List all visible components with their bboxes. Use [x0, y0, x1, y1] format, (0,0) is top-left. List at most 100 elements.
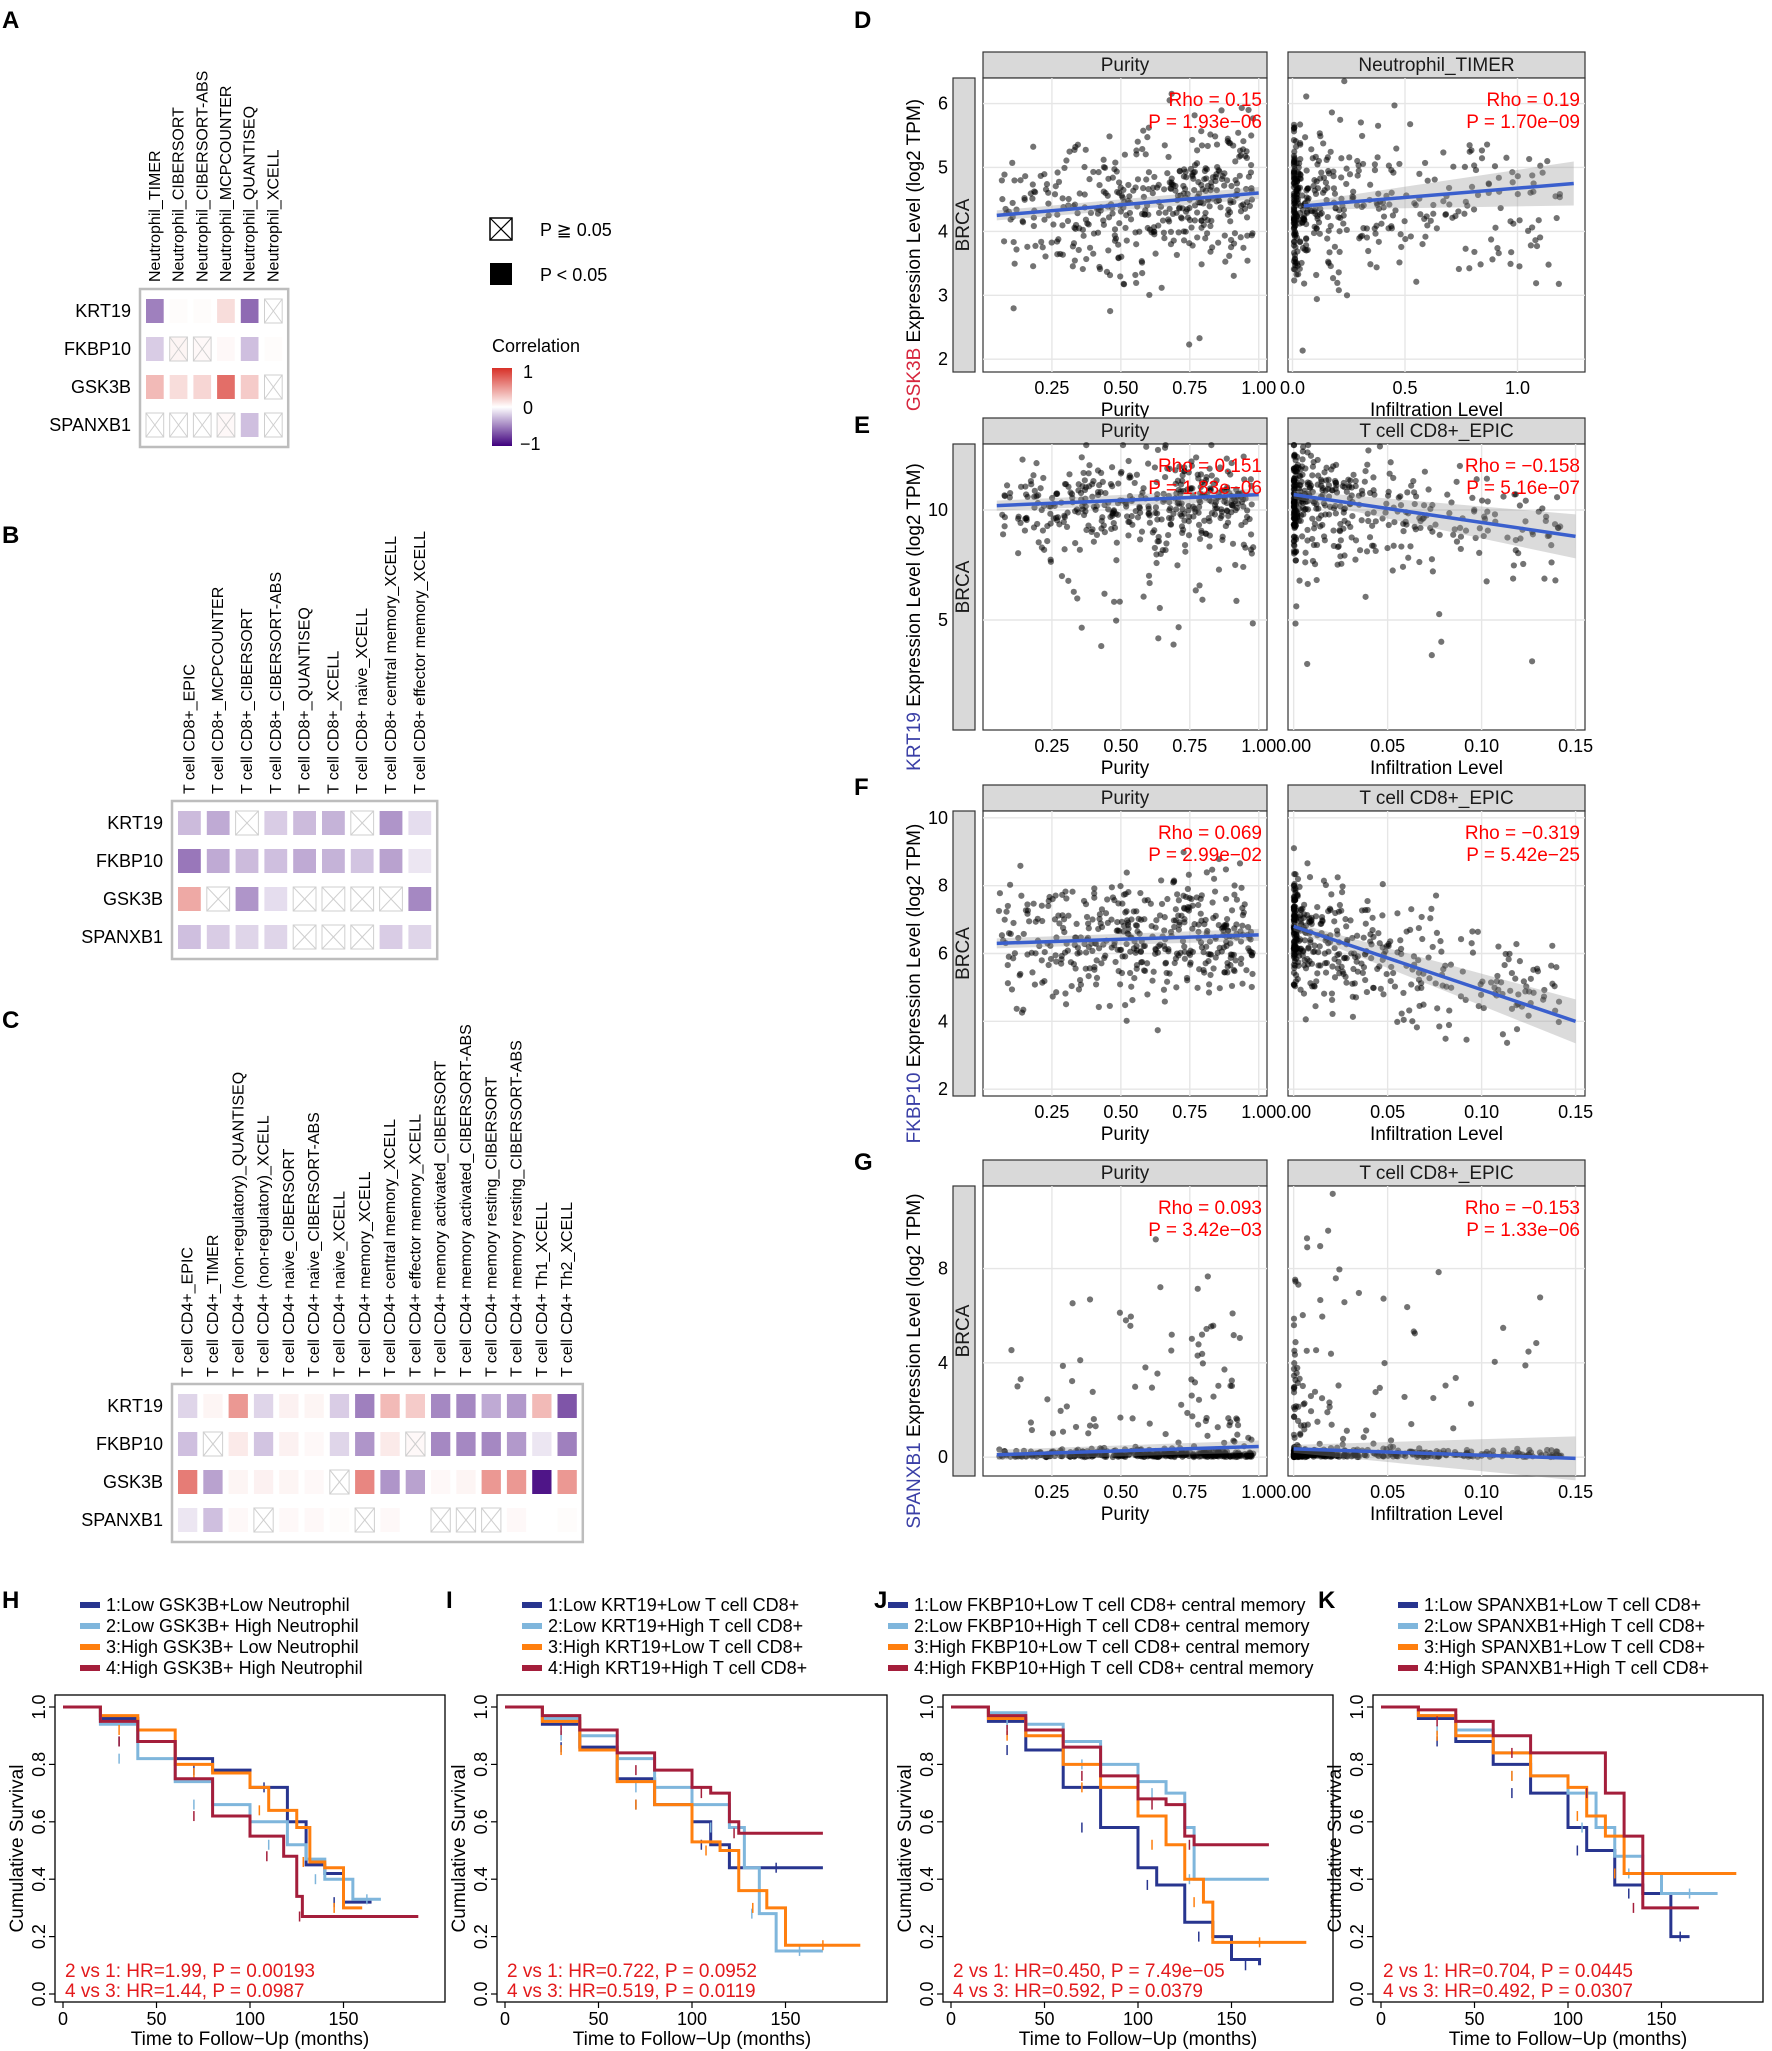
- scatter-point: [1204, 928, 1211, 935]
- scatter-point: [1478, 155, 1486, 162]
- scatter-point: [1299, 952, 1306, 959]
- nonsig-cell-box: [354, 1507, 375, 1533]
- scatter-point: [1133, 908, 1140, 915]
- scatter-point: [1033, 460, 1040, 467]
- scatter-point: [1291, 266, 1298, 273]
- scatter-point: [1303, 1235, 1311, 1242]
- km-x-tick-label: 150: [1216, 2009, 1246, 2029]
- scatter-point: [1082, 146, 1089, 153]
- panel-label-J: J: [874, 1587, 887, 1614]
- scatter-point: [1371, 225, 1378, 232]
- scatter-point: [1001, 523, 1008, 530]
- scatter-point: [1292, 620, 1299, 627]
- scatter-point: [1391, 983, 1399, 990]
- scatter-point: [1540, 993, 1548, 1000]
- scatter-point: [1425, 486, 1432, 493]
- nonsig-cell-cross: [169, 336, 188, 362]
- scatter-point: [1074, 141, 1081, 148]
- scatter-point: [1228, 907, 1236, 914]
- scatter-point: [1207, 222, 1214, 230]
- scatter-point: [1221, 182, 1228, 189]
- heatmap-cell: [264, 337, 283, 361]
- scatter-point: [1007, 489, 1014, 497]
- scatter-point: [1081, 163, 1088, 171]
- regression-line: [1293, 924, 1577, 1024]
- scatter-point: [1525, 227, 1532, 234]
- scatter-point: [1343, 226, 1350, 234]
- heatmap-row-label: FKBP10: [96, 851, 163, 871]
- scatter-point: [1308, 146, 1315, 153]
- scatter-point: [1296, 265, 1303, 272]
- scatter-point: [1202, 960, 1209, 967]
- scatter-point: [1520, 560, 1527, 568]
- scatter-point: [1020, 930, 1027, 938]
- scatter-point: [1133, 241, 1140, 248]
- km-x-tick-label: 0: [58, 2009, 68, 2029]
- nonsig-cell-cross: [405, 1431, 426, 1457]
- scatter-point: [1491, 984, 1498, 991]
- scatter-point: [1389, 567, 1396, 574]
- scatter-point: [1303, 209, 1311, 217]
- scatter-point: [1118, 468, 1125, 476]
- scatter-point: [1108, 884, 1115, 891]
- scatter-point: [1502, 950, 1509, 958]
- scatter-point: [1379, 881, 1386, 888]
- scatter-point: [1184, 214, 1191, 221]
- scatter-point: [1317, 133, 1324, 140]
- scatter-point: [1349, 993, 1356, 1000]
- scatter-point: [1079, 506, 1086, 513]
- km-y-tick-label: 0.6: [1347, 1809, 1367, 1834]
- scatter-point: [1350, 471, 1357, 478]
- scatter-point: [1031, 504, 1038, 511]
- km-stat-4vs3: 4 vs 3: HR=0.492, P = 0.0307: [1383, 1981, 1633, 2002]
- cancer-strip: [952, 443, 976, 731]
- scatter-point: [1049, 494, 1056, 502]
- scatter-point: [1338, 155, 1345, 162]
- scatter-point: [1307, 482, 1315, 489]
- scatter-point: [1160, 490, 1167, 497]
- scatter-point: [1216, 944, 1223, 951]
- x-tick-label: 0.00: [1276, 1102, 1311, 1122]
- scatter-point: [1089, 526, 1096, 533]
- x-tick-label: 0.00: [1276, 736, 1311, 756]
- scatter-point: [1165, 153, 1172, 161]
- panel-label-E: E: [854, 412, 870, 439]
- scatter-point: [1331, 945, 1338, 952]
- scatter-point: [1066, 148, 1073, 155]
- scatter-point: [1297, 175, 1304, 182]
- scatter-point: [1236, 172, 1243, 179]
- facet-strip-label: Purity: [1101, 55, 1150, 76]
- scatter-point: [1191, 168, 1198, 176]
- heatmap-cell: [431, 1432, 451, 1456]
- scatter-point: [1081, 191, 1088, 198]
- scatter-point: [1136, 536, 1144, 543]
- scatter-point: [1234, 187, 1241, 194]
- scatter-point: [1380, 991, 1387, 998]
- scatter-point: [1005, 930, 1013, 937]
- scatter-point: [1089, 947, 1096, 954]
- scatter-point: [1391, 102, 1398, 109]
- scatter-point: [1080, 469, 1087, 477]
- y-tick-label: 0: [938, 1447, 948, 1467]
- scatter-point: [1097, 920, 1104, 927]
- scatter-point: [1081, 940, 1088, 948]
- scatter-point: [1064, 217, 1072, 225]
- scatter-point: [1008, 1347, 1015, 1354]
- scatter-point: [1120, 928, 1127, 935]
- scatter-point: [1405, 554, 1412, 561]
- scatter-point: [1320, 174, 1328, 181]
- scatter-point: [1431, 176, 1438, 183]
- scatter-point: [1216, 985, 1223, 992]
- nonsig-cell-cross: [253, 1507, 274, 1533]
- scatter-point: [1044, 538, 1051, 545]
- scatter-point: [1304, 526, 1311, 534]
- scatter-point: [1339, 483, 1346, 490]
- scatter-point: [1372, 1388, 1379, 1396]
- scatter-point: [1031, 981, 1038, 988]
- scatter-point: [1127, 216, 1135, 223]
- scatter-point: [1112, 159, 1119, 166]
- scatter-point: [1545, 261, 1552, 268]
- scatter-point: [1077, 1357, 1084, 1364]
- scatter-point: [1213, 187, 1220, 194]
- scatter-point: [1248, 232, 1255, 239]
